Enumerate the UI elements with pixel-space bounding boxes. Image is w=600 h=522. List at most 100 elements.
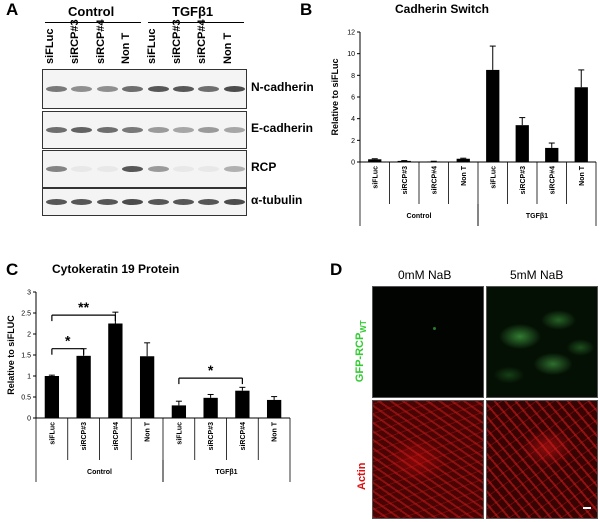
blot-band bbox=[147, 86, 169, 92]
blot-band bbox=[96, 166, 118, 172]
blot-band bbox=[71, 127, 93, 133]
blot-band bbox=[223, 166, 245, 172]
panel-c-y-axis-label: Relative to siFLUC bbox=[6, 315, 16, 395]
blot-band bbox=[71, 86, 93, 92]
panel-a-lane-label: Non T bbox=[221, 32, 234, 64]
panel-c-category-label: Non T bbox=[145, 421, 152, 442]
panel-a-group-line-tgfb1 bbox=[148, 22, 244, 23]
panel-c-bar bbox=[266, 399, 282, 418]
panel-a-group-line-control bbox=[45, 22, 141, 23]
panel-c-group-label: TGFβ1 bbox=[215, 469, 237, 476]
panel-b-title: Cadherin Switch bbox=[395, 2, 490, 16]
panel-d-col-title-0mm: 0mM NaB bbox=[398, 268, 452, 282]
blot-band bbox=[198, 127, 220, 133]
scale-bar bbox=[583, 507, 591, 509]
panel-b-chart: 0 2 4 6 8 10 12 Relative to siFLuc Control TGFβ1 s… bbox=[330, 30, 597, 226]
blot-strip bbox=[42, 69, 247, 109]
panel-d-row-label-gfp: GFP-RCPWT bbox=[353, 320, 368, 383]
panel-a-group-tgfb1: TGFβ1 bbox=[172, 4, 214, 19]
blot-band bbox=[46, 166, 67, 172]
panel-b-group-label: Control bbox=[407, 213, 432, 220]
blot-label: RCP bbox=[251, 160, 277, 174]
panel-c-sig-label: * bbox=[208, 362, 214, 378]
panel-b-category-label: siRCP#4 bbox=[431, 166, 438, 195]
gfp-faint-speck bbox=[433, 327, 436, 330]
blot-strip bbox=[42, 188, 247, 216]
panel-a-lane-label: siRCP#3 bbox=[171, 19, 183, 64]
panel-b-category-label: Non T bbox=[579, 165, 586, 186]
panel-a-group-control: Control bbox=[68, 4, 115, 19]
micrograph-gfp-5mm bbox=[486, 286, 598, 398]
panel-b-bar bbox=[397, 160, 411, 162]
blot-strip bbox=[42, 150, 247, 188]
panel-c-category-label: siRCP#4 bbox=[240, 422, 247, 451]
panel-b-y-tick-label: 12 bbox=[347, 30, 355, 37]
panel-c-bar bbox=[44, 376, 60, 418]
panel-c-title: Cytokeratin 19 Protein bbox=[52, 262, 180, 276]
blot-band bbox=[122, 127, 144, 133]
panel-b-y-tick-label: 8 bbox=[351, 73, 355, 80]
panel-b-group-label: TGFβ1 bbox=[526, 213, 548, 220]
panel-a-lane-label: siRCP#4 bbox=[196, 19, 209, 64]
blot-band bbox=[173, 199, 194, 205]
panel-c-group-label: Control bbox=[87, 469, 112, 476]
blot-band bbox=[173, 166, 194, 172]
panel-c-category-label: siRCP#3 bbox=[208, 422, 215, 451]
panel-c-y-tick-label: 1 bbox=[27, 374, 31, 381]
blot-band bbox=[147, 127, 169, 133]
panel-c-y-tick-label: 2 bbox=[27, 332, 31, 339]
panel-b-letter: B bbox=[300, 0, 313, 19]
blot-band bbox=[96, 86, 118, 92]
panel-b-category-label: siRCP#3 bbox=[520, 166, 527, 195]
panel-b-bar bbox=[574, 87, 588, 162]
blot-band bbox=[198, 166, 220, 172]
panel-b-category-label: Non T bbox=[461, 165, 468, 186]
panel-c-sig-label: ** bbox=[78, 299, 89, 315]
panel-b-category-label: siFLuc bbox=[490, 166, 497, 189]
panel-c-bar bbox=[108, 323, 123, 418]
panel-c-y-tick-label: 0 bbox=[27, 416, 31, 423]
blot-band bbox=[96, 127, 118, 133]
panel-a-lane-label: siRCP#3 bbox=[69, 19, 82, 64]
blot-band bbox=[223, 86, 245, 92]
panel-a-letter: A bbox=[6, 0, 19, 19]
panel-a-lane-label: siRCP#4 bbox=[94, 19, 107, 64]
blot-band bbox=[122, 199, 144, 205]
blot-band bbox=[198, 199, 220, 205]
panel-b-y-tick-label: 4 bbox=[351, 116, 355, 123]
panel-c-category-label: siFLuc bbox=[49, 422, 56, 445]
panel-c-bar bbox=[203, 397, 218, 418]
panel-a-lane-label: siFLuc bbox=[44, 28, 56, 64]
panel-b-category-label: siFLuc bbox=[372, 166, 379, 189]
blot-band bbox=[223, 127, 245, 133]
panel-b-bar bbox=[486, 69, 500, 162]
panel-b-category-label: siRCP#4 bbox=[549, 166, 556, 195]
blot-band bbox=[71, 199, 93, 205]
panel-c-bar bbox=[171, 405, 187, 418]
panel-c-y-tick-label: 2.5 bbox=[21, 311, 31, 318]
micrograph-actin-0mm bbox=[372, 400, 484, 519]
panel-a-lane-label: Non T bbox=[120, 32, 133, 64]
panel-d-row-label-actin: Actin bbox=[356, 462, 368, 491]
panel-c-category-label: Non T bbox=[272, 421, 279, 442]
panel-b-y-tick-label: 0 bbox=[351, 160, 355, 167]
panel-b-bar bbox=[368, 159, 382, 162]
blot-band bbox=[46, 127, 67, 133]
blot-strip bbox=[42, 111, 247, 149]
blot-band bbox=[147, 199, 169, 205]
blot-band bbox=[173, 86, 194, 92]
blot-band bbox=[147, 166, 169, 172]
blot-label: N-cadherin bbox=[251, 80, 314, 94]
panel-d-row-label-gfp-sub: WT bbox=[359, 320, 368, 333]
blot-band bbox=[122, 86, 144, 92]
blot-band bbox=[198, 86, 220, 92]
panel-c-sig-label: * bbox=[65, 333, 71, 349]
panel-b-bar bbox=[456, 158, 470, 162]
panel-c-chart: 0 0.5 1 1.5 2 2.5 3 Relative to siFLUC Control TG… bbox=[6, 290, 291, 482]
blot-label: E-cadherin bbox=[251, 121, 314, 135]
panel-b-y-axis-label: Relative to siFLuc bbox=[330, 58, 340, 135]
blot-band bbox=[122, 166, 144, 172]
panel-c-category-label: siFLuc bbox=[176, 422, 183, 445]
panel-b-y-tick-label: 10 bbox=[347, 51, 355, 58]
panel-b-bar bbox=[545, 147, 559, 162]
